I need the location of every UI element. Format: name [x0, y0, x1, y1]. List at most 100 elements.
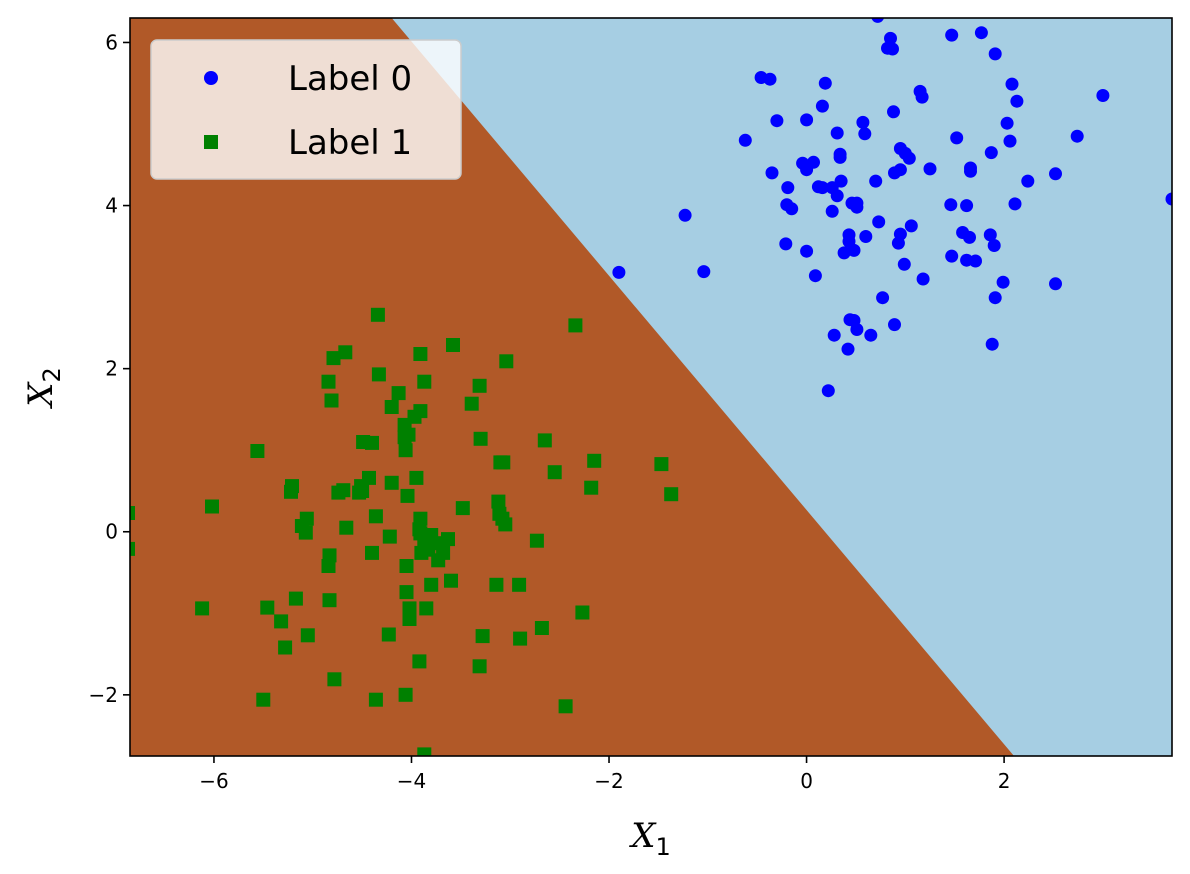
- legend-box: [150, 39, 462, 180]
- point-label-0-74: [837, 246, 851, 260]
- point-label-0-91: [888, 318, 901, 332]
- point-label-1-27: [496, 455, 511, 470]
- point-label-1-38: [284, 484, 298, 499]
- point-label-0-93: [864, 328, 878, 342]
- point-label-0-47: [815, 181, 829, 195]
- point-label-1-68: [322, 548, 337, 563]
- point-label-0-88: [876, 291, 890, 305]
- point-label-0-14: [1010, 94, 1024, 108]
- point-label-0-72: [987, 239, 1001, 252]
- point-label-1-58: [382, 529, 397, 544]
- point-label-1-92: [412, 654, 427, 669]
- point-label-0-11: [1096, 89, 1110, 102]
- point-label-1-23: [365, 435, 379, 450]
- point-label-0-0: [871, 18, 884, 23]
- point-label-0-21: [830, 126, 844, 140]
- point-label-1-2: [446, 338, 460, 352]
- point-label-0-3: [886, 42, 899, 56]
- x-tick-label: −6: [199, 769, 228, 793]
- x-axis-label: X1: [628, 816, 671, 861]
- point-label-1-24: [398, 443, 413, 458]
- point-label-0-23: [950, 131, 964, 145]
- point-label-1-13: [464, 396, 479, 411]
- point-label-0-43: [1021, 174, 1035, 188]
- x-tick-label: −2: [594, 769, 623, 793]
- point-label-0-26: [1003, 134, 1017, 148]
- point-label-1-56: [298, 525, 313, 540]
- point-label-1-72: [424, 577, 439, 592]
- plot-area: [130, 18, 1172, 756]
- point-label-1-90: [513, 631, 528, 646]
- y-tick-label: 4: [105, 194, 118, 218]
- point-label-0-81: [697, 265, 711, 279]
- point-label-0-80: [678, 208, 692, 222]
- point-label-1-85: [274, 614, 289, 629]
- point-label-1-14: [384, 400, 399, 414]
- point-label-0-9: [818, 76, 832, 90]
- point-label-1-3: [338, 345, 353, 360]
- point-label-0-25: [738, 133, 752, 147]
- y-axis: −2 0 2 4 6: [89, 30, 130, 707]
- point-label-0-94: [827, 328, 841, 342]
- point-label-0-75: [847, 243, 861, 257]
- point-label-0-30: [902, 151, 916, 165]
- point-label-0-32: [833, 150, 847, 164]
- point-label-0-8: [763, 72, 777, 86]
- point-label-0-96: [985, 337, 999, 351]
- point-label-1-71: [399, 559, 414, 573]
- point-label-0-37: [888, 166, 901, 180]
- point-label-1-44: [664, 487, 679, 502]
- point-label-0-59: [1165, 192, 1172, 206]
- point-label-1-101: [130, 541, 135, 556]
- point-label-0-70: [891, 236, 905, 250]
- point-label-1-40: [336, 483, 351, 498]
- point-label-1-75: [512, 577, 527, 592]
- point-label-0-1: [884, 31, 897, 45]
- point-label-1-99: [417, 747, 432, 756]
- point-label-1-28: [587, 453, 602, 468]
- legend-marker-label-0: [204, 71, 218, 85]
- point-label-0-62: [904, 219, 918, 233]
- point-label-1-88: [381, 627, 396, 642]
- x-tick-label: 2: [998, 769, 1011, 793]
- point-label-0-58: [1008, 197, 1022, 211]
- point-label-1-83: [402, 612, 417, 626]
- point-label-0-71: [779, 237, 793, 251]
- x-tick-label: −4: [397, 769, 426, 793]
- point-label-1-36: [384, 475, 399, 490]
- point-label-1-19: [397, 430, 412, 445]
- point-label-1-46: [455, 501, 470, 516]
- point-label-1-10: [472, 378, 487, 393]
- point-label-0-15: [815, 99, 829, 113]
- point-label-0-41: [1049, 167, 1062, 181]
- point-label-0-13: [915, 90, 929, 104]
- point-label-1-89: [475, 629, 490, 644]
- point-label-0-22: [858, 127, 872, 141]
- point-label-1-91: [278, 640, 293, 655]
- point-label-0-20: [1000, 116, 1014, 130]
- point-label-0-44: [834, 174, 848, 188]
- point-label-0-40: [923, 162, 937, 176]
- point-label-0-19: [856, 115, 870, 129]
- point-label-0-84: [916, 272, 930, 286]
- point-label-0-18: [800, 113, 814, 127]
- point-label-1-96: [256, 692, 271, 707]
- point-label-1-6: [499, 354, 514, 369]
- y-tick-label: 0: [105, 520, 118, 544]
- point-label-1-82: [402, 601, 417, 616]
- point-label-1-42: [355, 484, 370, 498]
- point-label-1-29: [654, 457, 669, 472]
- point-label-1-87: [300, 628, 315, 643]
- point-label-1-69: [431, 553, 446, 568]
- x-axis-label-subscript: 1: [655, 833, 670, 861]
- y-axis-label-main: X: [21, 381, 61, 410]
- point-label-0-5: [974, 26, 988, 40]
- point-label-1-4: [326, 351, 341, 366]
- point-label-0-83: [808, 269, 822, 283]
- point-label-1-21: [537, 433, 552, 448]
- point-label-1-60: [441, 532, 455, 547]
- point-label-1-1: [568, 318, 583, 333]
- y-axis-label-subscript: 2: [38, 367, 66, 382]
- y-tick-label: −2: [89, 683, 118, 707]
- point-label-1-61: [529, 533, 544, 548]
